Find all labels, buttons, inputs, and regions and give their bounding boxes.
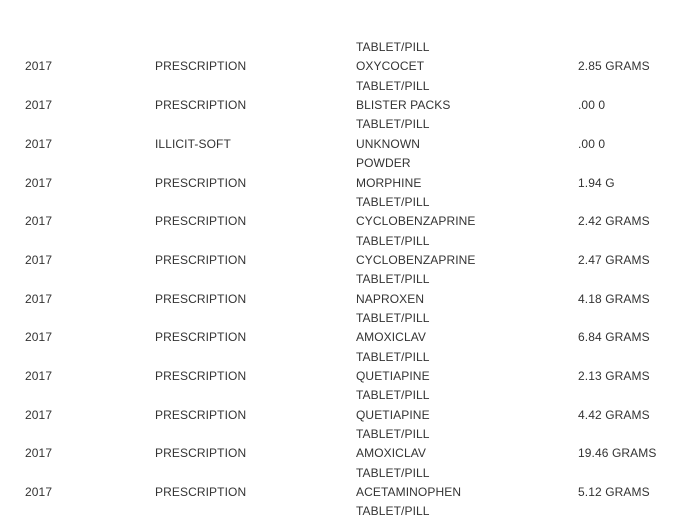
category-cell: PRESCRIPTION <box>155 59 247 74</box>
table-row: 2017 PRESCRIPTION OXYCOCET 2.85 GRAMS <box>0 59 682 74</box>
table-row: 2017 ILLICIT-SOFT UNKNOWN .00 0 <box>0 137 682 152</box>
quantity-cell: 1.94 G <box>578 175 615 190</box>
table-row: 2017 PRESCRIPTION BLISTER PACKS .00 0 <box>0 98 682 113</box>
category-cell: PRESCRIPTION <box>155 214 247 229</box>
category-cell: PRESCRIPTION <box>155 485 247 500</box>
year-cell: 2017 <box>25 252 53 267</box>
drug-name-cell: NAPROXEN <box>356 291 425 306</box>
table-row-form: TABLET/PILL <box>0 466 682 481</box>
table-row-continuation: TABLET/PILL <box>0 40 682 55</box>
year-cell: 2017 <box>25 330 53 345</box>
form-cell: TABLET/PILL <box>356 117 430 132</box>
form-cell: TABLET/PILL <box>356 233 430 248</box>
year-cell: 2017 <box>25 446 53 461</box>
quantity-cell: 2.42 GRAMS <box>578 214 650 229</box>
form-cell: POWDER <box>356 156 411 171</box>
table-row: 2017 PRESCRIPTION CYCLOBENZAPRINE 2.47 G… <box>0 253 682 268</box>
table-row: 2017 PRESCRIPTION QUETIAPINE 2.13 GRAMS <box>0 369 682 384</box>
quantity-cell: 2.47 GRAMS <box>578 252 650 267</box>
quantity-cell: 2.13 GRAMS <box>578 369 650 383</box>
table-row-form: TABLET/PILL <box>0 79 682 94</box>
drug-name-cell: AMOXICLAV <box>356 330 427 345</box>
quantity-cell: 4.18 GRAMS <box>578 291 650 306</box>
form-cell: TABLET/PILL <box>356 272 430 287</box>
form-cell: TABLET/PILL <box>356 40 430 54</box>
table-row: 2017 PRESCRIPTION QUETIAPINE 4.42 GRAMS <box>0 408 682 423</box>
form-cell: TABLET/PILL <box>356 427 430 441</box>
quantity-cell: 6.84 GRAMS <box>578 330 650 345</box>
category-cell: PRESCRIPTION <box>155 369 247 383</box>
drug-name-cell: UNKNOWN <box>356 136 421 151</box>
table-row-form: TABLET/PILL <box>0 117 682 132</box>
quantity-cell: 2.85 GRAMS <box>578 59 650 74</box>
drug-name-cell: OXYCOCET <box>356 59 425 74</box>
table-row-form: TABLET/PILL <box>0 350 682 365</box>
year-cell: 2017 <box>25 485 53 500</box>
category-cell: ILLICIT-SOFT <box>155 136 231 151</box>
category-cell: PRESCRIPTION <box>155 407 247 422</box>
table-row: 2017 PRESCRIPTION MORPHINE 1.94 G <box>0 176 682 191</box>
table-row: 2017 PRESCRIPTION AMOXICLAV 6.84 GRAMS <box>0 330 682 345</box>
year-cell: 2017 <box>25 59 53 74</box>
year-cell: 2017 <box>25 136 53 151</box>
category-cell: PRESCRIPTION <box>155 446 247 461</box>
form-cell: TABLET/PILL <box>356 465 430 480</box>
year-cell: 2017 <box>25 369 53 383</box>
table-row-form: TABLET/PILL <box>0 427 682 442</box>
table-row-form: TABLET/PILL <box>0 234 682 249</box>
quantity-cell: 4.42 GRAMS <box>578 407 650 422</box>
drug-name-cell: CYCLOBENZAPRINE <box>356 214 476 229</box>
table-row-form: TABLET/PILL <box>0 504 682 519</box>
year-cell: 2017 <box>25 98 53 113</box>
year-cell: 2017 <box>25 175 53 190</box>
category-cell: PRESCRIPTION <box>155 252 247 267</box>
drug-name-cell: BLISTER PACKS <box>356 98 451 113</box>
drug-name-cell: CYCLOBENZAPRINE <box>356 252 476 267</box>
year-cell: 2017 <box>25 407 53 422</box>
table-row-form: TABLET/PILL <box>0 388 682 403</box>
form-cell: TABLET/PILL <box>356 349 430 364</box>
year-cell: 2017 <box>25 214 53 229</box>
category-cell: PRESCRIPTION <box>155 175 247 190</box>
year-cell: 2017 <box>25 291 53 306</box>
table-row: 2017 PRESCRIPTION AMOXICLAV 19.46 GRAMS <box>0 446 682 461</box>
quantity-cell: 5.12 GRAMS <box>578 485 650 500</box>
table-row: 2017 PRESCRIPTION NAPROXEN 4.18 GRAMS <box>0 292 682 307</box>
category-cell: PRESCRIPTION <box>155 98 247 113</box>
form-cell: TABLET/PILL <box>356 388 430 403</box>
form-cell: TABLET/PILL <box>356 504 430 519</box>
table-row-form: TABLET/PILL <box>0 272 682 287</box>
table-row-form: TABLET/PILL <box>0 195 682 210</box>
form-cell: TABLET/PILL <box>356 194 430 209</box>
quantity-cell: 19.46 GRAMS <box>578 446 657 461</box>
drug-name-cell: QUETIAPINE <box>356 369 430 383</box>
category-cell: PRESCRIPTION <box>155 330 247 345</box>
drug-name-cell: AMOXICLAV <box>356 446 427 461</box>
quantity-cell: .00 0 <box>578 98 606 113</box>
category-cell: PRESCRIPTION <box>155 291 247 306</box>
table-row: 2017 PRESCRIPTION CYCLOBENZAPRINE 2.42 G… <box>0 214 682 229</box>
drug-name-cell: ACETAMINOPHEN <box>356 485 462 500</box>
table-row-form: POWDER <box>0 156 682 171</box>
table-row: 2017 PRESCRIPTION ACETAMINOPHEN 5.12 GRA… <box>0 485 682 500</box>
drug-name-cell: MORPHINE <box>356 175 422 190</box>
form-cell: TABLET/PILL <box>356 310 430 325</box>
form-cell: TABLET/PILL <box>356 78 430 93</box>
table-row-form: TABLET/PILL <box>0 311 682 326</box>
drug-name-cell: QUETIAPINE <box>356 407 430 422</box>
quantity-cell: .00 0 <box>578 136 606 151</box>
